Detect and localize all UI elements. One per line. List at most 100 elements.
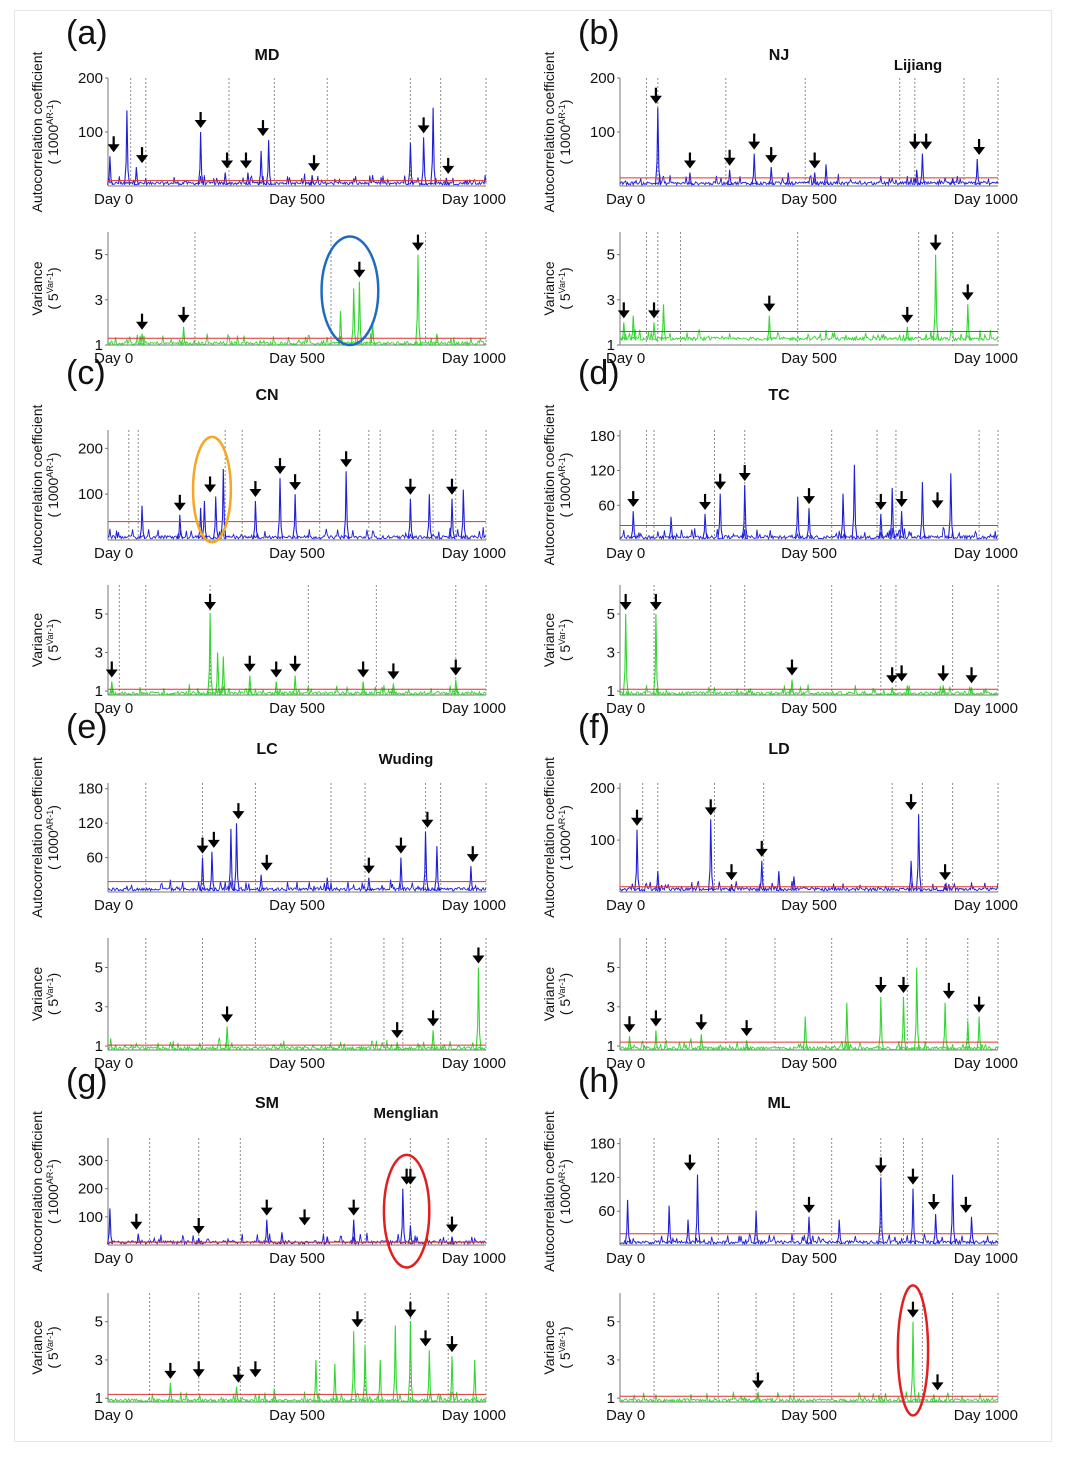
- var-spike: [843, 1002, 850, 1051]
- panel-label: (b): [578, 14, 620, 52]
- var-spike: [394, 1042, 401, 1051]
- warning-arrow: [803, 1196, 815, 1213]
- warning-arrow-head: [427, 1018, 440, 1027]
- ar-spike: [685, 1219, 692, 1245]
- ar-spike: [785, 172, 792, 186]
- warning-arrow-head: [906, 1176, 919, 1185]
- warning-arrow: [204, 476, 217, 493]
- warning-arrow: [107, 136, 120, 153]
- panel-a: (a) MD 100 200 Day 0 Day 500 Day 1000 Autocorre…: [29, 14, 506, 367]
- warning-arrow: [351, 1311, 364, 1328]
- warning-arrow: [136, 313, 149, 330]
- var-spike: [139, 333, 146, 346]
- ar-spike: [324, 1236, 331, 1245]
- ar-y-tick-label: 180: [590, 428, 615, 445]
- ar-spike: [634, 829, 641, 891]
- warning-arrow: [357, 661, 370, 678]
- warning-arrow: [442, 157, 455, 174]
- panel-b: (b) NJ Lijiang 100 200 Day 0 Day 500 Day 1000 Au…: [541, 14, 1018, 367]
- warning-arrow-head: [130, 1221, 143, 1230]
- warning-arrow-head: [751, 1380, 764, 1389]
- warning-arrow: [740, 1020, 753, 1037]
- warning-arrow-head: [260, 1207, 273, 1216]
- warning-arrow: [243, 655, 256, 672]
- var-spike: [449, 1356, 456, 1403]
- autocorrelation-subplot: 100 200 Day 0 Day 500 Day 1000 Autocorrelatio…: [29, 404, 506, 565]
- warning-arrow: [785, 659, 798, 676]
- ar-x-tick-label: Day 0: [94, 897, 133, 914]
- var-series-line: [619, 1038, 999, 1052]
- ar-spike: [702, 513, 709, 540]
- var-spike: [475, 967, 482, 1051]
- ar-spike: [624, 1199, 631, 1244]
- var-spike: [207, 613, 214, 696]
- ar-x-tick-label: Day 500: [269, 1250, 325, 1267]
- ar-spike: [791, 876, 797, 892]
- warning-arrow-head: [289, 663, 302, 672]
- warning-arrow: [874, 493, 887, 510]
- warning-arrow-head: [260, 862, 273, 871]
- warning-arrow: [260, 1199, 273, 1216]
- warning-arrow-head: [649, 1018, 662, 1027]
- var-y-tick-label: 3: [95, 645, 103, 662]
- warning-arrow-head: [404, 486, 417, 495]
- warning-arrow: [362, 857, 375, 874]
- ar-spike: [197, 131, 204, 185]
- warning-arrow-head: [619, 601, 632, 610]
- ar-spike: [199, 857, 206, 892]
- ar-spike: [343, 471, 350, 539]
- var-x-tick-label: Day 0: [606, 1407, 645, 1424]
- var-spike: [180, 326, 187, 346]
- orange-highlight-ring: [191, 435, 233, 544]
- ar-series-line: [619, 1232, 999, 1246]
- ar-spike: [915, 814, 922, 891]
- var-y-tick-label: 1: [607, 683, 615, 700]
- ar-x-tick-label: Day 0: [94, 191, 133, 208]
- var-x-tick-label: Day 1000: [442, 700, 506, 717]
- var-y-tick-label: 1: [607, 1038, 615, 1055]
- ar-spike: [407, 142, 414, 185]
- var-spike: [350, 1331, 357, 1403]
- warning-arrow-head: [411, 242, 424, 251]
- warning-arrow-head: [136, 321, 149, 330]
- warning-arrow: [207, 831, 220, 848]
- ar-y-tick-label: 300: [78, 1153, 103, 1170]
- ar-spike: [252, 500, 259, 540]
- warning-arrow-head: [725, 872, 738, 881]
- warning-arrow-head: [627, 499, 640, 508]
- warning-arrow: [192, 1217, 205, 1234]
- warning-arrow: [130, 1213, 143, 1230]
- panel-label: (f): [578, 708, 610, 746]
- ar-spike: [107, 1208, 114, 1245]
- warning-arrow-head: [803, 496, 815, 505]
- warning-arrow: [404, 1168, 417, 1185]
- ar-spike: [823, 164, 830, 186]
- var-spike: [426, 1350, 433, 1403]
- ar-spike: [177, 514, 184, 540]
- ar-y-tick-label: 180: [78, 781, 103, 798]
- warning-arrow-head: [194, 120, 207, 128]
- var-y-tick-label: 5: [95, 606, 103, 623]
- variance-subplot: 1 3 5 Day 0 Day 500 Day 1000 Variance( 5Var-1): [29, 585, 506, 717]
- warning-arrow: [194, 112, 207, 128]
- panel-title: SM: [255, 1095, 279, 1112]
- ar-spike: [851, 464, 858, 539]
- city-label: Lijiang: [894, 57, 942, 74]
- warning-arrow: [472, 947, 485, 964]
- var-y-tick-label: 3: [95, 999, 103, 1016]
- ar-spike: [898, 511, 905, 540]
- warning-arrow: [623, 1016, 636, 1033]
- warning-arrow-head: [931, 500, 944, 509]
- warning-arrow: [649, 87, 662, 104]
- ar-x-tick-label: Day 1000: [442, 897, 506, 914]
- ar-spike: [309, 175, 316, 186]
- ar-y-tick-label: 120: [590, 463, 615, 480]
- var-y-tick-label: 1: [95, 1038, 103, 1055]
- warning-arrow-head: [308, 163, 321, 172]
- warning-arrow-head: [445, 1224, 458, 1233]
- warning-arrow-head: [808, 160, 821, 169]
- warning-arrow-head: [207, 839, 220, 848]
- panel-h: (h) ML 60 120 180 Day 0 Day 500 Day 1000 Autocor…: [541, 1062, 1018, 1424]
- ar-spike: [630, 511, 637, 540]
- warning-arrow-head: [105, 669, 118, 678]
